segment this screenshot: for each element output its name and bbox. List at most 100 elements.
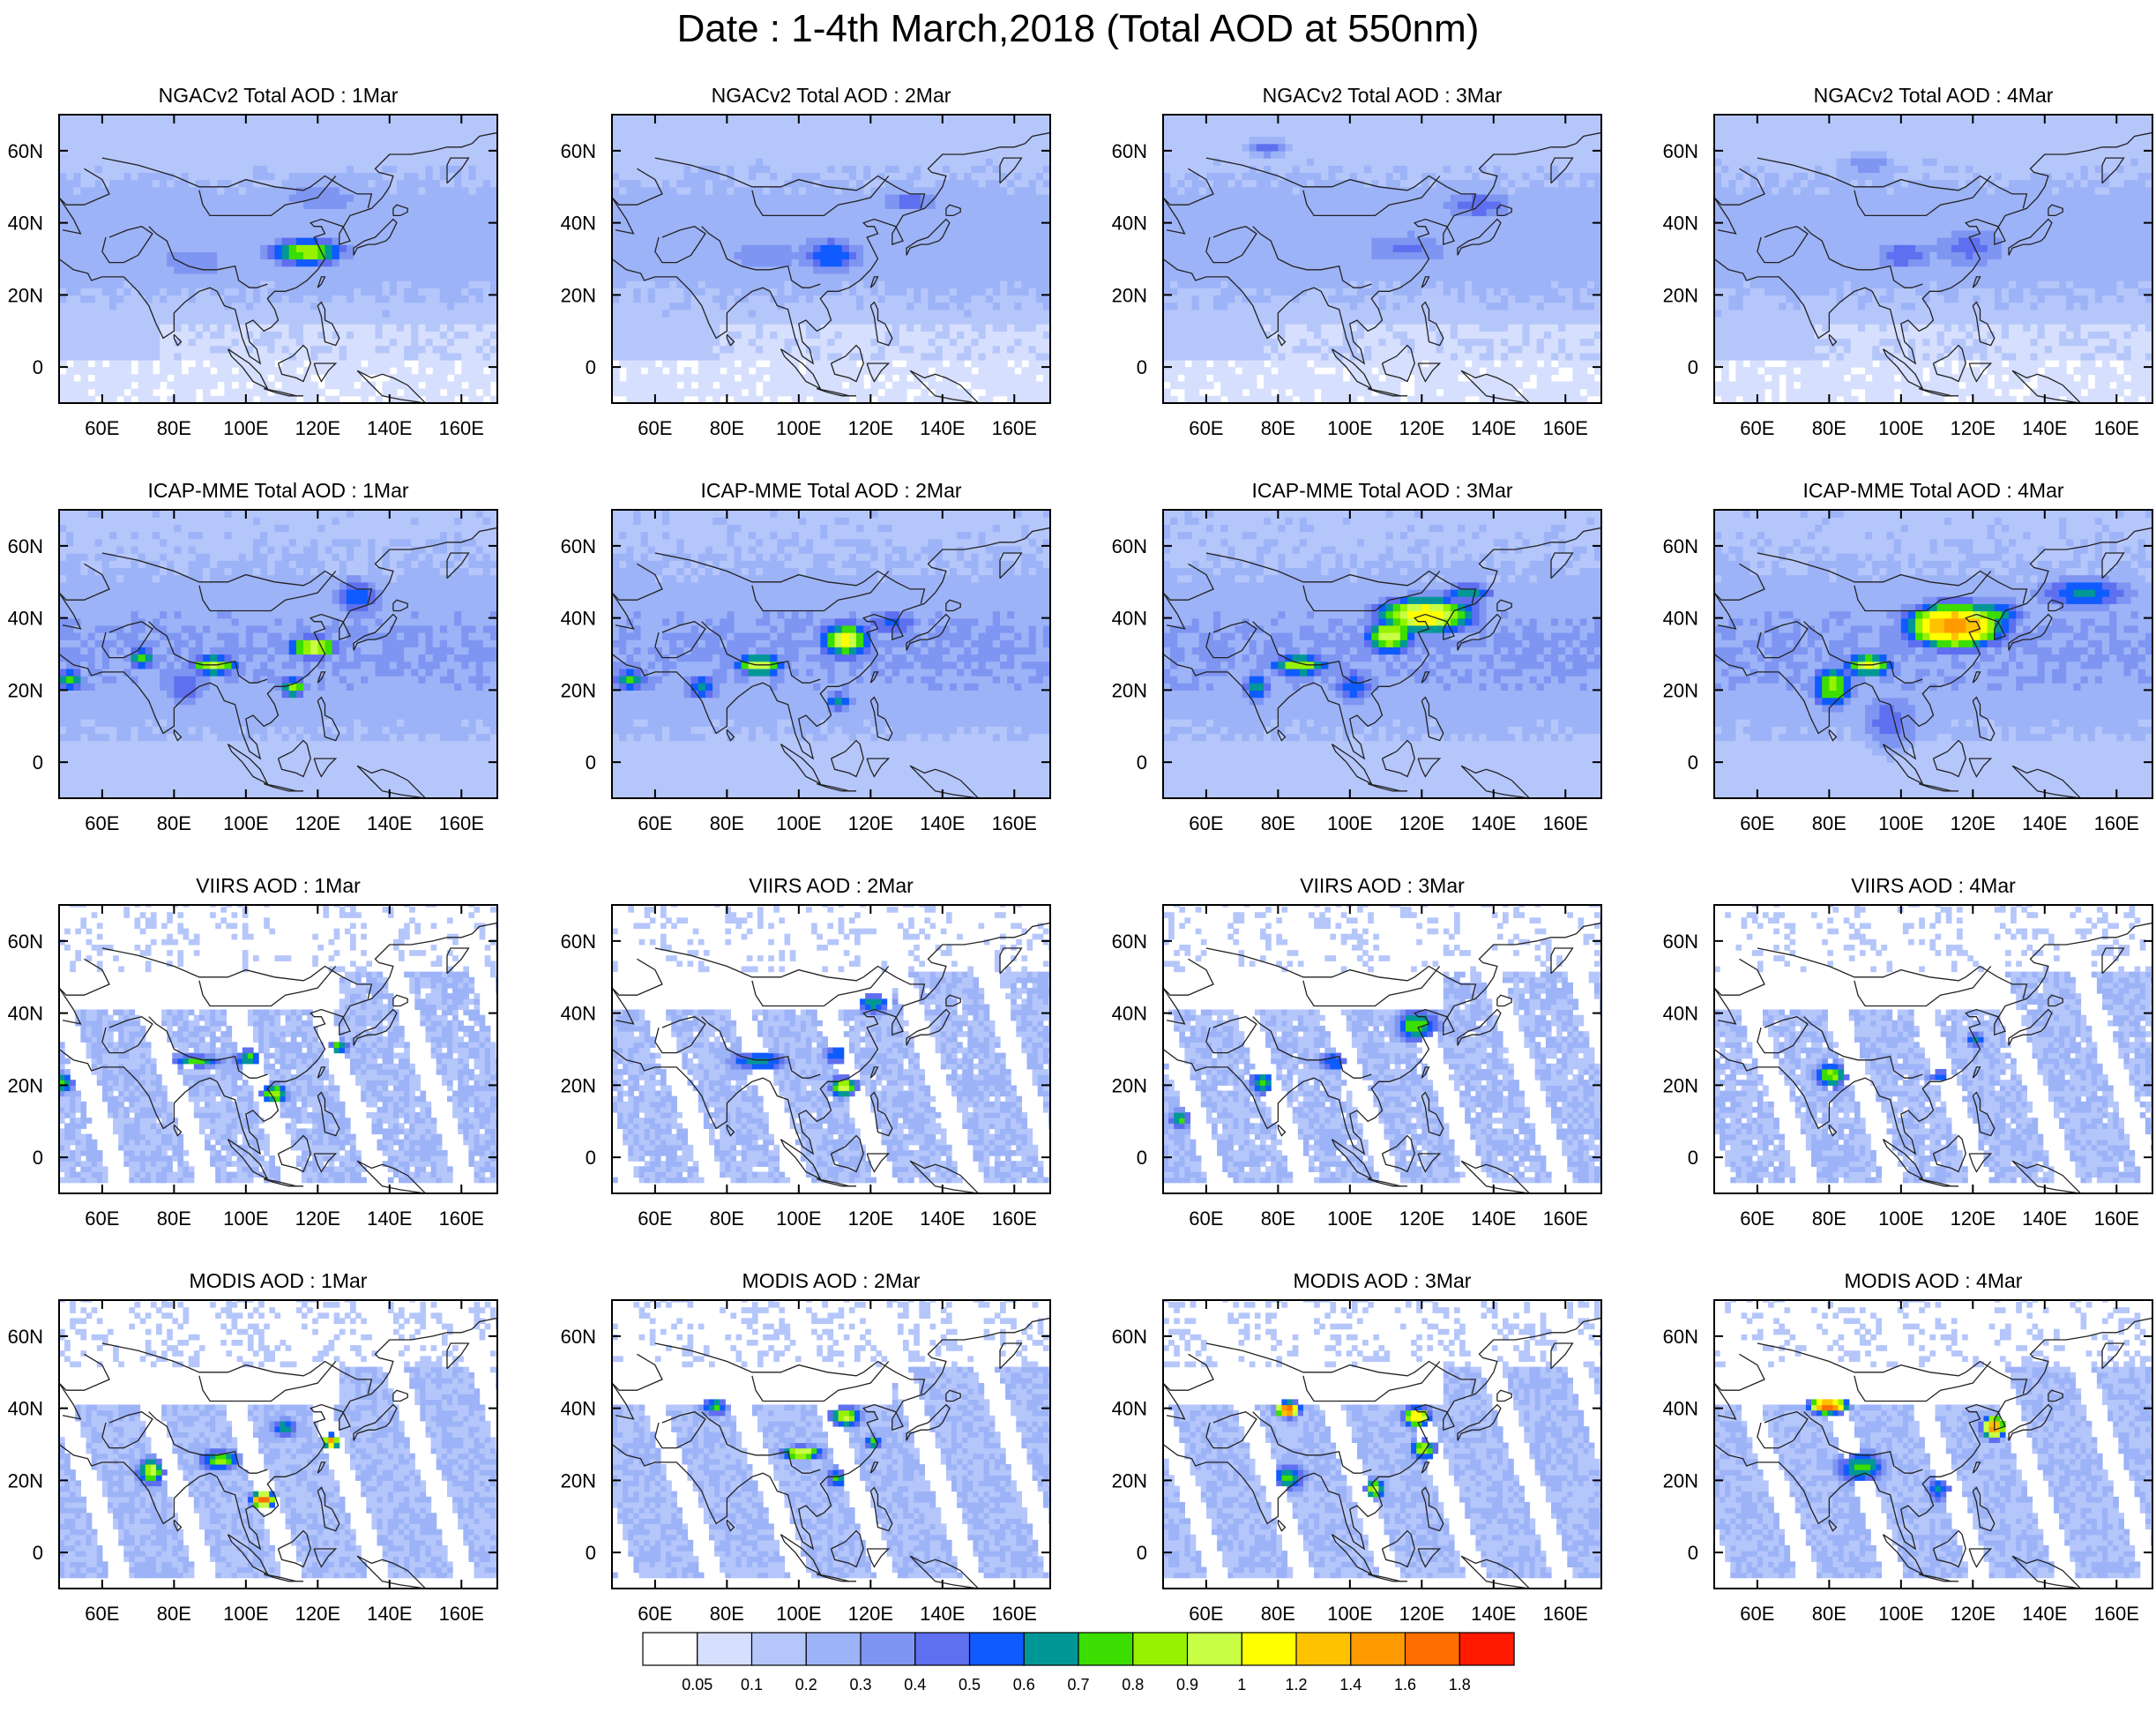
aod-cell bbox=[971, 115, 980, 123]
aod-cell bbox=[870, 302, 878, 310]
aod-cell bbox=[798, 158, 807, 166]
aod-cell bbox=[633, 273, 642, 281]
aod-cell bbox=[368, 244, 376, 252]
aod-cell bbox=[748, 229, 757, 238]
aod-cell bbox=[928, 122, 936, 130]
aod-cell bbox=[827, 208, 836, 217]
aod-cell bbox=[310, 273, 318, 281]
aod-cell bbox=[447, 359, 455, 368]
aod-cell bbox=[238, 388, 247, 397]
aod-cell bbox=[720, 186, 727, 195]
aod-cell bbox=[654, 237, 663, 245]
aod-cell bbox=[160, 150, 168, 159]
aod-cell bbox=[935, 302, 944, 310]
aod-cell bbox=[654, 309, 663, 318]
aod-cell bbox=[332, 395, 340, 403]
aod-cell bbox=[253, 352, 261, 361]
aod-cell bbox=[389, 237, 398, 245]
aod-cell bbox=[160, 143, 168, 152]
aod-cell bbox=[101, 280, 110, 288]
aod-cell bbox=[238, 172, 247, 181]
aod-cell bbox=[411, 331, 419, 340]
aod-cell bbox=[705, 273, 713, 281]
aod-cell bbox=[669, 316, 677, 325]
aod-cell bbox=[698, 381, 706, 390]
aod-cell bbox=[964, 179, 972, 188]
aod-cell bbox=[94, 186, 103, 195]
aod-cell bbox=[612, 193, 620, 202]
aod-cell bbox=[633, 265, 642, 274]
aod-cell bbox=[770, 179, 778, 188]
aod-cell bbox=[59, 165, 67, 173]
aod-cell bbox=[619, 316, 627, 325]
aod-cell bbox=[482, 222, 491, 231]
aod-cell bbox=[763, 165, 771, 173]
aod-cell bbox=[633, 237, 642, 245]
aod-cell bbox=[690, 295, 699, 303]
aod-cell bbox=[217, 395, 225, 403]
aod-cell bbox=[267, 136, 275, 145]
aod-cell bbox=[295, 201, 304, 209]
aod-cell bbox=[640, 345, 649, 354]
aod-cell bbox=[203, 258, 211, 267]
aod-cell bbox=[368, 143, 376, 152]
aod-cell bbox=[382, 359, 391, 368]
aod-cell bbox=[109, 331, 117, 340]
aod-cell bbox=[217, 288, 225, 295]
aod-cell bbox=[281, 395, 290, 403]
aod-cell bbox=[260, 388, 268, 397]
aod-cell bbox=[203, 309, 211, 318]
aod-cell bbox=[848, 208, 857, 217]
aod-cell bbox=[1565, 388, 1573, 397]
aod-cell bbox=[690, 244, 699, 252]
aod-cell bbox=[454, 309, 462, 318]
aod-cell bbox=[820, 395, 828, 403]
aod-cell bbox=[654, 193, 663, 202]
aod-cell bbox=[647, 395, 656, 403]
aod-cell bbox=[425, 265, 434, 274]
aod-cell bbox=[698, 280, 706, 288]
aod-cell bbox=[382, 295, 391, 303]
aod-cell bbox=[238, 302, 247, 310]
aod-cell bbox=[418, 258, 427, 267]
aod-cell bbox=[834, 237, 843, 245]
aod-cell bbox=[813, 359, 821, 368]
aod-cell bbox=[1042, 179, 1050, 188]
aod-cell bbox=[1021, 129, 1030, 138]
aod-cell bbox=[1007, 309, 1015, 318]
aod-cell bbox=[827, 136, 836, 145]
aod-cell bbox=[439, 215, 448, 224]
aod-cell bbox=[425, 193, 434, 202]
aod-cell bbox=[791, 222, 800, 231]
aod-cell bbox=[468, 244, 477, 252]
aod-cell bbox=[332, 215, 340, 224]
aod-cell bbox=[914, 359, 921, 368]
aod-cell bbox=[712, 222, 720, 231]
aod-cell bbox=[806, 143, 814, 152]
aod-cell bbox=[131, 201, 139, 209]
aod-cell bbox=[361, 258, 369, 267]
aod-cell bbox=[260, 302, 268, 310]
aod-cell bbox=[676, 208, 684, 217]
aod-cell bbox=[210, 201, 218, 209]
aod-cell bbox=[109, 316, 117, 325]
aod-cell bbox=[1000, 381, 1008, 390]
aod-cell bbox=[87, 150, 96, 159]
aod-cell bbox=[281, 179, 290, 188]
aod-cell bbox=[303, 215, 311, 224]
aod-cell bbox=[619, 295, 627, 303]
aod-cell bbox=[921, 280, 929, 288]
aod-cell bbox=[863, 352, 871, 361]
aod-cell bbox=[647, 273, 656, 281]
aod-cell bbox=[411, 295, 419, 303]
aod-cell bbox=[116, 229, 124, 238]
aod-cell bbox=[94, 122, 103, 130]
aod-cell bbox=[238, 237, 247, 245]
aod-cell bbox=[195, 324, 204, 332]
aod-cell bbox=[174, 265, 183, 274]
aod-cell bbox=[1035, 331, 1044, 340]
aod-cell bbox=[612, 280, 620, 288]
aod-cell bbox=[382, 165, 391, 173]
aod-cell bbox=[712, 208, 720, 217]
aod-cell bbox=[914, 222, 921, 231]
